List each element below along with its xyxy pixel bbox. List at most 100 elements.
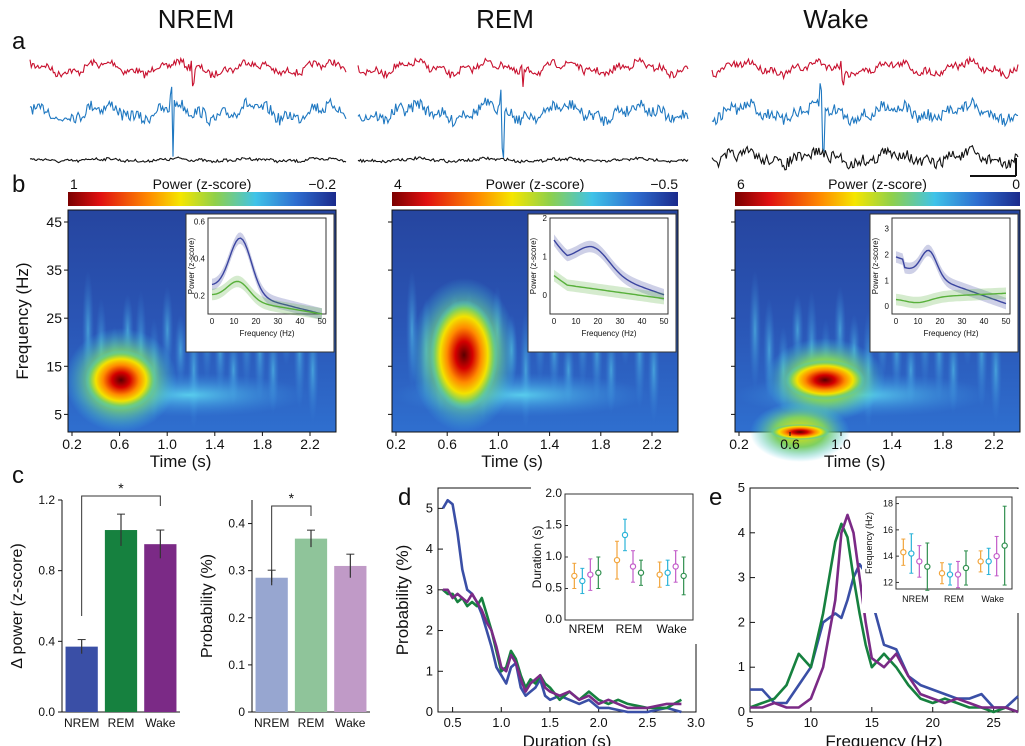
series-line-wake [442,588,682,710]
significance-bracket [81,495,161,616]
ytick-label: 0.8 [38,564,55,578]
xtick-label: NREM [254,716,289,730]
title-wake: Wake [803,4,869,34]
inset-ylabel: Power (z-score) [529,237,538,294]
inset-ytick: 14 [883,551,893,561]
hotspot [785,360,865,400]
inset-xtick: 20 [252,317,261,326]
spectrogram-xtick: 1.0 [157,436,177,452]
inset-xtick: NREM [902,594,929,604]
xtick-label: 0.5 [444,715,462,730]
title-rem: REM [476,4,534,34]
spectrogram-xtick: 2.2 [984,436,1004,452]
inset-xlabel: Frequency (Hz) [923,329,978,338]
ytick-label: 2 [426,623,433,638]
inset-ytick: 3 [885,224,890,233]
inset-point [1001,542,1008,549]
inset-ylabel: Frequency (Hz) [864,512,874,574]
spectrogram-xtick: 0.6 [110,436,130,452]
hotspot [85,350,157,410]
spectrogram-ytick: 15 [46,358,62,374]
bar-wake [334,565,367,712]
inset-ytick: 2 [543,214,548,223]
spectrogram-rem: 4 Power (z-score) −0.5 0.2 0.6 1.0 1.4 1.8 2.2 Ti… [386,176,679,471]
spectrogram-xtick: 1.4 [205,436,225,452]
spectrogram-ylabel: Frequency (Hz) [13,262,32,379]
inset-scatter: 12 14 16 18 Frequency (Hz) NREM REM Wake [862,489,1020,613]
inset-xtick: Wake [981,594,1004,604]
inset-point [985,558,992,565]
inset-xtick: 30 [274,317,283,326]
inset-xtick: 30 [616,317,625,326]
inset-xlabel: Frequency (Hz) [581,329,636,338]
ytick-label: 0.1 [228,658,245,672]
spectrogram-xtick: 1.0 [831,436,851,452]
xtick-label: 2.5 [638,715,656,730]
inset-point [977,558,984,565]
xtick-label: 15 [865,715,879,730]
y-axis-label: Probability (%) [199,554,216,658]
inset-box [869,213,1019,353]
inset-plot: 0 10 20 30 40 50 Frequency (Hz) 0 1 2 Power (z-sco… [529,214,669,338]
colorbar-min-label: −0.2 [308,176,336,192]
inset-ytick: 0.6 [194,218,206,227]
series-line-wake [750,513,1019,714]
ytick-label: 5 [426,500,433,515]
inset-ytick: 1 [885,276,890,285]
xtick-label: 10 [804,715,818,730]
inset-ytick: 0 [543,291,548,300]
inset-point [924,563,931,570]
inset-ylabel: Power (z-score) [871,237,880,294]
spectrogram-xtick: 1.4 [882,436,902,452]
inset-ytick: 0.0 [545,612,562,626]
inset-xtick: 10 [914,317,923,326]
inset-ytick: 16 [883,525,893,535]
inset-xtick: 30 [958,317,967,326]
inset-point [656,571,663,578]
inset-xtick: 20 [936,317,945,326]
inset-xtick: 10 [230,317,239,326]
y-axis-label: Probability (%) [393,545,412,656]
inset-point [954,571,962,578]
ytick-label: 4 [426,541,433,556]
xtick-label: 1.0 [492,715,510,730]
title-nrem: NREM [158,4,235,34]
inset-ytick: 0.5 [545,581,562,595]
spectrogram-xtick: 1.8 [253,436,273,452]
lfp-trace-rem [357,89,689,158]
spectrogram-xtick: 1.4 [540,436,560,452]
emg-trace-rem [357,155,689,164]
xtick-label: 1.5 [541,715,559,730]
inset-xtick: 0 [210,317,215,326]
spectrogram-xtick: 0.2 [386,436,406,452]
inset-series-green [895,292,1007,304]
panel-letter-a: a [12,28,26,55]
inset-ytick: 0.2 [194,292,206,301]
inset-series-green [553,275,665,300]
ytick-label: 0.3 [228,564,245,578]
ytick-label: 2 [738,614,745,629]
lfp-trace-nrem [29,86,347,157]
colorbar [392,192,678,206]
x-axis-label: Duration (s) [523,732,612,746]
eeg-trace-rem [357,56,689,87]
inset-xtick: 20 [594,317,603,326]
colorbar [68,192,336,206]
eeg-trace-wake [711,55,1019,86]
xtick-label: 2.0 [590,715,608,730]
inset-point [908,550,915,557]
colorbar-max-label: 6 [737,176,745,192]
inset-point [595,569,602,576]
inset-point [900,549,907,556]
xtick-label: Wake [145,716,176,730]
spectrogram-ytick: 45 [46,214,62,230]
inset-point [938,570,946,577]
inset-plot: 0 10 20 30 40 50 Frequency (Hz) 0.2 0.4 0.6 Power … [187,217,327,338]
x-axis-label: Frequency (Hz) [825,732,942,746]
inset-xtick: REM [944,594,964,604]
inset-ylabel: Power (z-score) [187,237,196,294]
spectrogram-ytick: 35 [46,262,62,278]
inset-ytick: 12 [883,577,893,587]
xtick-label: 25 [986,715,1000,730]
inset-ytick: 0 [885,302,890,311]
